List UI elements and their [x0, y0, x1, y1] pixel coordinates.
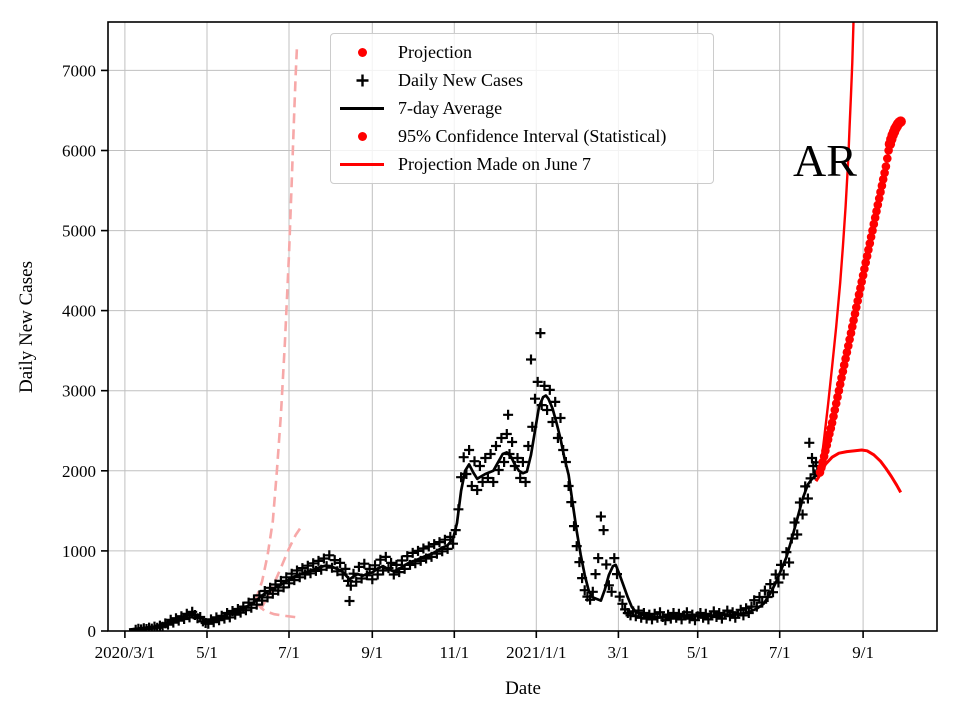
projection-dot	[865, 239, 875, 248]
x-tick-label: 9/1	[852, 643, 874, 662]
projection-dot	[833, 392, 842, 402]
legend-item: 95% Confidence Interval (Statistical)	[339, 123, 713, 151]
legend-item: Projection	[339, 38, 713, 66]
x-tick-label: 11/1	[440, 643, 470, 662]
y-tick-label: 3000	[62, 382, 96, 401]
axis-ticks	[101, 69, 864, 638]
y-tick-label: 5000	[62, 222, 96, 241]
projection-dot	[838, 367, 848, 376]
legend-label: 7-day Average	[398, 97, 503, 118]
projection-dot	[850, 309, 860, 319]
legend-line-marker-icon	[339, 106, 385, 110]
x-tick-label: 5/1	[196, 643, 218, 662]
projection-dot	[872, 207, 881, 216]
projection-dot	[876, 187, 885, 197]
old-projection-upper-dashed	[254, 46, 299, 602]
y-tick-label: 4000	[62, 302, 96, 321]
projection-dot	[880, 168, 889, 178]
projection-dot	[830, 405, 840, 415]
legend-dot-marker-icon	[339, 47, 385, 57]
projection-dot	[834, 386, 844, 396]
annotation-ar: AR	[793, 135, 857, 186]
projection-dot	[861, 258, 870, 267]
legend-label: 95% Confidence Interval (Statistical)	[398, 126, 667, 147]
x-tick-label: 9/1	[361, 643, 383, 662]
projection-dot	[868, 226, 877, 235]
plot-border	[107, 21, 938, 632]
projection-dot	[878, 175, 888, 184]
projection-dot	[837, 373, 846, 383]
x-tick-label: 2020/3/1	[95, 643, 155, 662]
legend-label: Projection Made on June 7	[398, 154, 591, 175]
legend-item: Daily New Cases	[339, 66, 713, 94]
projection-dot	[858, 271, 868, 280]
projection-dot	[883, 154, 892, 163]
projection-dot	[881, 162, 891, 171]
projection-dot	[857, 277, 866, 287]
x-tick-label: 5/1	[687, 643, 709, 662]
projection-dot	[856, 283, 865, 293]
chart-legend: Projection Daily New Cases 7-day Average 95…	[330, 33, 714, 184]
legend-line-marker-icon	[339, 163, 385, 167]
projection-dot	[831, 399, 841, 408]
projection-dot	[848, 322, 857, 332]
projection-june7-line	[814, 448, 903, 494]
y-tick-label: 0	[88, 622, 97, 641]
x-tick-label: 7/1	[769, 643, 791, 662]
projection-dot	[852, 303, 861, 312]
projection-dot	[870, 213, 880, 222]
projection-dot	[853, 296, 862, 306]
axis-tick-labels: 2020/3/1 5/1 7/1 9/1 11/1 2021/1/1 3/1 5/1 7/1 9/…	[62, 61, 874, 662]
projection-dot	[854, 290, 864, 299]
projection-dot	[827, 418, 837, 428]
y-tick-label: 7000	[62, 61, 96, 80]
projection-dot	[849, 316, 858, 325]
projection-dot	[835, 380, 845, 389]
projection-dot	[895, 116, 906, 127]
x-tick-label: 7/1	[278, 643, 300, 662]
projection-dot	[829, 412, 838, 421]
old-projection-lower-dashed	[255, 602, 296, 619]
projection-dot	[866, 232, 876, 242]
legend-label: Projection	[398, 41, 472, 62]
daily-cases-scatter	[130, 328, 823, 631]
confidence-interval-line	[818, 22, 855, 473]
projection-dot	[839, 360, 849, 370]
seven-day-average-line	[128, 394, 821, 631]
legend-item: 7-day Average	[339, 94, 713, 122]
projection-dot	[842, 348, 852, 357]
x-tick-label: 3/1	[608, 643, 630, 662]
legend-item: Projection Made on June 7	[339, 151, 713, 179]
projection-dot	[844, 341, 853, 351]
projection-dot	[877, 181, 887, 190]
projection-dot	[869, 219, 879, 229]
projection-dot	[845, 335, 854, 344]
legend-label: Daily New Cases	[398, 69, 523, 90]
projection-dot	[846, 328, 856, 338]
y-axis-label: Daily New Cases	[16, 261, 37, 393]
x-tick-label: 2021/1/1	[506, 643, 566, 662]
projection-dot	[874, 194, 884, 203]
y-tick-label: 2000	[62, 462, 96, 481]
y-tick-label: 1000	[62, 542, 96, 561]
projection-dots	[815, 116, 906, 477]
projection-dot	[873, 200, 883, 210]
projection-dot	[860, 264, 869, 274]
y-tick-label: 6000	[62, 142, 96, 161]
projection-dot	[841, 354, 850, 364]
x-axis-label: Date	[505, 678, 541, 699]
legend-dot-marker-icon	[339, 132, 385, 142]
projection-dot	[862, 251, 872, 261]
projection-dot	[864, 245, 873, 255]
legend-plus-marker-icon	[339, 73, 385, 88]
